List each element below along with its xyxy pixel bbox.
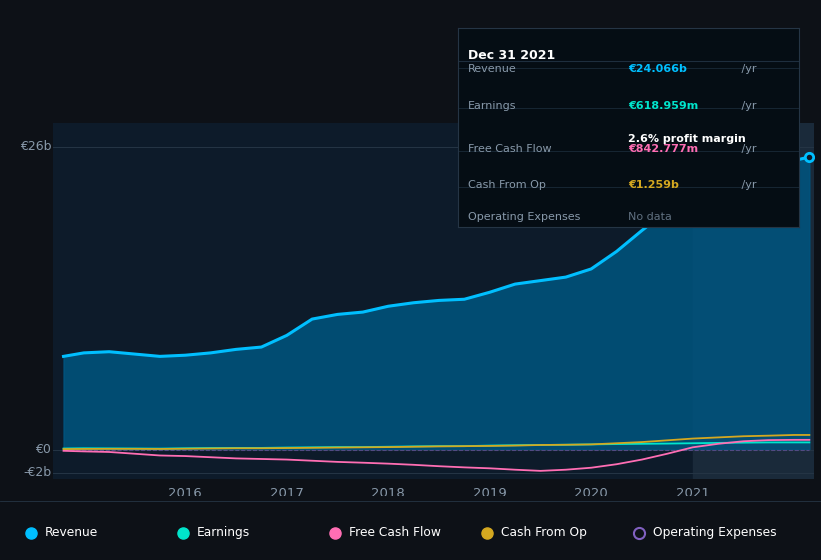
Text: Operating Expenses: Operating Expenses bbox=[468, 212, 580, 222]
Text: Earnings: Earnings bbox=[197, 526, 250, 539]
Text: /yr: /yr bbox=[737, 101, 756, 110]
Text: /yr: /yr bbox=[737, 180, 756, 190]
Text: €842.777m: €842.777m bbox=[629, 144, 699, 155]
Text: €1.259b: €1.259b bbox=[629, 180, 679, 190]
Text: €24.066b: €24.066b bbox=[629, 64, 687, 74]
Text: Revenue: Revenue bbox=[468, 64, 517, 74]
Text: /yr: /yr bbox=[737, 144, 756, 155]
Text: -€2b: -€2b bbox=[23, 466, 51, 479]
Text: Free Cash Flow: Free Cash Flow bbox=[349, 526, 441, 539]
Text: €0: €0 bbox=[35, 443, 51, 456]
Text: Cash From Op: Cash From Op bbox=[501, 526, 587, 539]
Text: /yr: /yr bbox=[737, 64, 756, 74]
Text: €26b: €26b bbox=[20, 140, 51, 153]
Text: Dec 31 2021: Dec 31 2021 bbox=[468, 49, 556, 62]
Text: Free Cash Flow: Free Cash Flow bbox=[468, 144, 552, 155]
Text: Earnings: Earnings bbox=[468, 101, 517, 110]
Text: 2.6% profit margin: 2.6% profit margin bbox=[629, 134, 746, 144]
Text: No data: No data bbox=[629, 212, 672, 222]
Text: €618.959m: €618.959m bbox=[629, 101, 699, 110]
Text: Operating Expenses: Operating Expenses bbox=[653, 526, 777, 539]
Text: Revenue: Revenue bbox=[45, 526, 99, 539]
Bar bbox=[693, 123, 814, 479]
Text: Cash From Op: Cash From Op bbox=[468, 180, 546, 190]
